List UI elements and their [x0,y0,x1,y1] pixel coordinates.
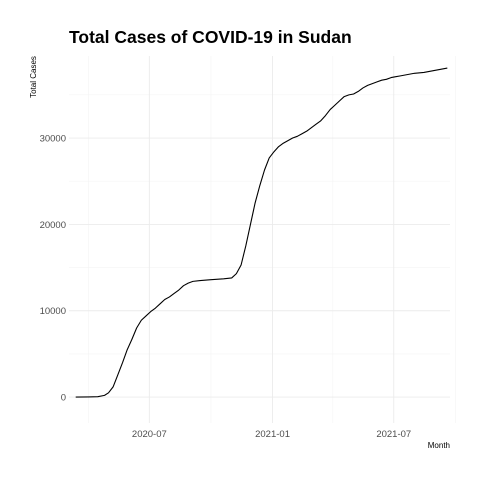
y-tick-label-0: 0 [61,393,66,404]
series-layer [75,67,448,398]
y-tick-label-3: 30000 [40,134,66,145]
grid-lines [69,56,456,423]
y-tick-label-2: 20000 [40,220,66,231]
chart-title: Total Cases of COVID-19 in Sudan [69,27,352,47]
y-axis-title: Total Cases [29,56,38,98]
x-tick-label-0: 2020-07 [132,429,167,440]
x-tick-label-2: 2021-07 [376,429,411,440]
y-tick-label-1: 10000 [40,306,66,317]
y-tick-labels: 0 10000 20000 30000 [40,134,66,404]
series-line-0 [75,67,448,398]
x-tick-label-1: 2021-01 [255,429,290,440]
x-tick-labels: 2020-07 2021-01 2021-07 [132,429,411,440]
x-axis-title: Month [428,441,450,450]
